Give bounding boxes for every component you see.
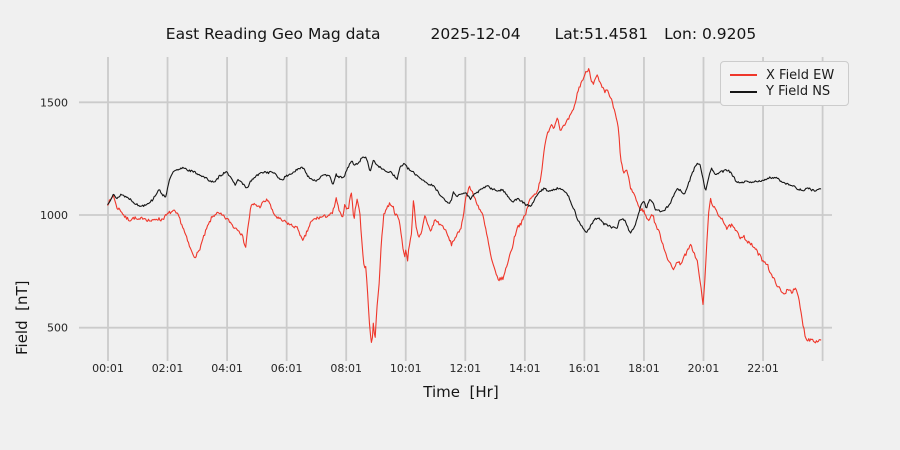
title-date: 2025-12-04 [430,25,521,43]
series-x-field-ew [107,68,822,344]
series-y-field-ns [107,156,822,234]
x-tick-label: 12:01 [449,362,481,375]
x-tick-label: 20:01 [688,362,720,375]
x-axis-label: Time [Hr] [423,383,499,401]
x-tick-label: 16:01 [569,362,601,375]
title-latitude: Lat:51.4581 [554,25,649,43]
legend-line-sample-black [730,90,757,93]
x-tick-label: 08:01 [330,362,362,375]
x-tick-label: 02:01 [152,362,184,375]
x-tick-label: 18:01 [628,362,660,375]
y-tick-label: 500 [47,322,68,335]
chart-title: East Reading Geo Mag data 2025-12-04 Lat:5… [166,25,756,43]
y-axis-label: Field [nT] [13,280,31,355]
legend-line-sample-red [730,74,757,77]
title-longitude: Lon: 0.9205 [664,25,757,43]
legend-item-x-field-ew: X Field EW [730,67,839,83]
title-site: East Reading Geo Mag data [165,25,381,43]
legend-label: Y Field NS [766,84,831,100]
legend-label: X Field EW [766,67,835,83]
y-tick-label: 1000 [40,209,68,222]
y-tick-label: 1500 [40,96,68,109]
x-tick-label: 06:01 [271,362,303,375]
x-tick-label: 14:01 [509,362,541,375]
x-tick-label: 00:01 [92,362,124,375]
legend-item-y-field-ns: Y Field NS [730,84,839,100]
x-tick-label: 22:01 [747,362,779,375]
x-tick-label: 10:01 [390,362,422,375]
x-tick-label: 04:01 [211,362,243,375]
legend: X Field EW Y Field NS [720,61,849,106]
